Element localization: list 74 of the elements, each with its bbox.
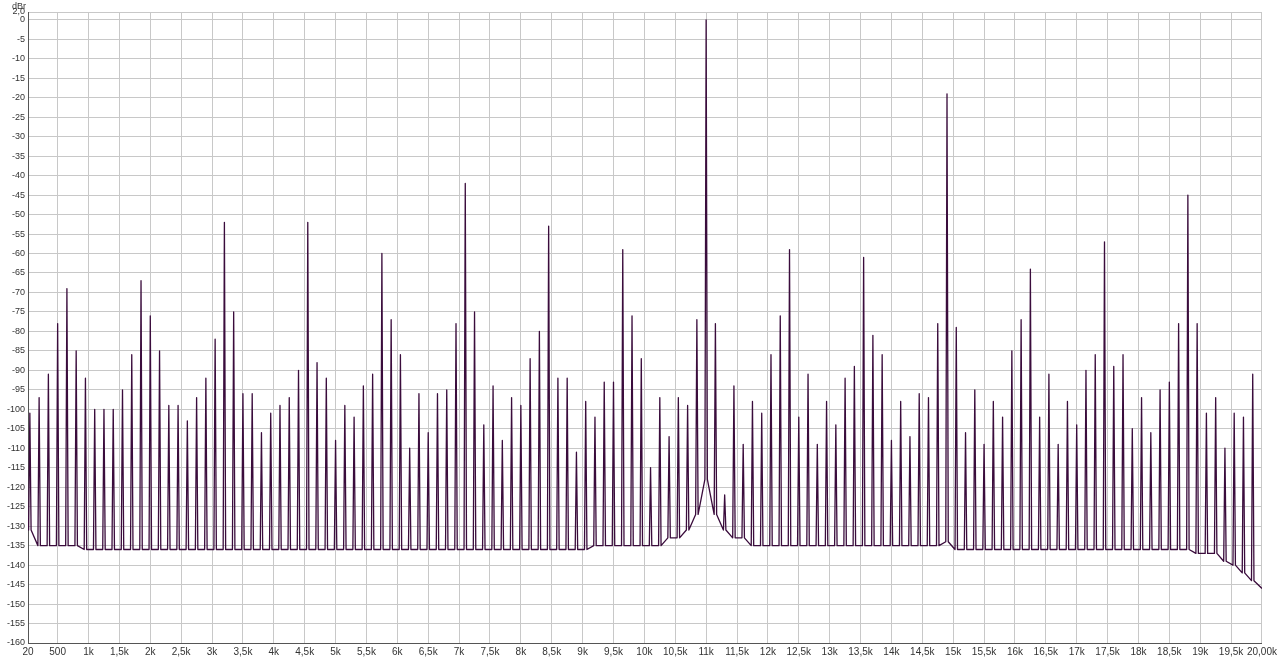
x-tick-label: 19,5k bbox=[1218, 645, 1245, 657]
x-tick-label: 13,5k bbox=[848, 645, 874, 657]
x-tick-label: 4k bbox=[268, 645, 281, 657]
x-tick-label: 4,5k bbox=[295, 645, 316, 657]
x-tick-label: 9,5k bbox=[604, 645, 624, 657]
x-tick-label: 20,00k bbox=[1246, 645, 1278, 657]
x-tick-label: 14,5k bbox=[910, 645, 936, 657]
y-tick-label: -85 bbox=[11, 345, 25, 356]
x-tick-label: 12k bbox=[759, 645, 777, 657]
x-tick-label: 17k bbox=[1068, 645, 1086, 657]
y-tick-label: -145 bbox=[6, 579, 25, 590]
y-tick-label: -75 bbox=[11, 306, 25, 317]
x-tick-label: 16,5k bbox=[1033, 645, 1060, 657]
y-tick-label: -160 bbox=[6, 637, 25, 648]
x-tick-label: 7k bbox=[453, 645, 466, 657]
x-tick-label: 18,5k bbox=[1157, 645, 1183, 657]
y-tick-label: -30 bbox=[11, 131, 25, 142]
x-tick-label: 11,5k bbox=[725, 645, 750, 657]
y-tick-label: -95 bbox=[11, 384, 25, 395]
x-tick-label: 18k bbox=[1130, 645, 1148, 657]
x-tick-label: 13k bbox=[821, 645, 839, 657]
y-tick-label: -120 bbox=[6, 481, 25, 492]
y-tick-label: -60 bbox=[11, 247, 25, 258]
y-tick-label: -110 bbox=[7, 442, 25, 453]
y-tick-label: -40 bbox=[11, 170, 25, 181]
x-tick-label: 5,5k bbox=[357, 645, 377, 657]
y-tick-label: -150 bbox=[6, 598, 25, 609]
y-tick-label: -70 bbox=[11, 286, 25, 297]
x-tick-label: 8,5k bbox=[542, 645, 563, 657]
x-tick-label: 10k bbox=[636, 645, 654, 657]
y-tick-label: -50 bbox=[11, 209, 25, 220]
y-tick-label: -155 bbox=[6, 618, 25, 629]
x-tick-label: 3,5k bbox=[233, 645, 254, 657]
y-tick-label: -90 bbox=[11, 364, 25, 375]
x-tick-label: 16k bbox=[1006, 645, 1024, 657]
x-tick-label: 11k bbox=[698, 645, 715, 657]
x-tick-label: 1,5k bbox=[109, 645, 130, 657]
y-tick-label: -5 bbox=[16, 33, 25, 44]
y-tick-label: -130 bbox=[6, 520, 25, 531]
x-tick-label: 6k bbox=[392, 645, 404, 657]
y-tick-label: -65 bbox=[11, 267, 25, 278]
y-tick-label: -25 bbox=[11, 111, 25, 122]
x-tick-label: 2k bbox=[145, 645, 157, 657]
x-tick-label: 7,5k bbox=[480, 645, 501, 657]
x-tick-label: 5k bbox=[330, 645, 342, 657]
x-tick-label: 17,5k bbox=[1095, 645, 1121, 657]
x-tick-label: 3k bbox=[206, 645, 219, 657]
y-tick-label: -45 bbox=[11, 189, 25, 200]
y-tick-label: 0 bbox=[19, 14, 25, 25]
y-tick-label: -105 bbox=[6, 423, 25, 434]
y-tick-label: -115 bbox=[7, 462, 25, 473]
y-tick-label: -80 bbox=[11, 325, 25, 336]
x-tick-label: 19k bbox=[1192, 645, 1210, 657]
x-tick-label: 2,5k bbox=[171, 645, 192, 657]
y-tick-label: -125 bbox=[6, 501, 25, 512]
x-tick-label: 10,5k bbox=[663, 645, 689, 657]
x-tick-label: 12,5k bbox=[786, 645, 813, 657]
x-tick-label: 15k bbox=[945, 645, 963, 657]
x-tick-label: 14k bbox=[883, 645, 901, 657]
y-tick-label: -140 bbox=[6, 559, 25, 570]
x-tick-label: 500 bbox=[49, 645, 67, 657]
x-tick-label: 9k bbox=[577, 645, 589, 657]
x-tick-label: 6,5k bbox=[418, 645, 439, 657]
y-tick-label: -135 bbox=[6, 540, 25, 551]
y-tick-label: -15 bbox=[11, 72, 25, 83]
y-tick-label: -35 bbox=[11, 150, 25, 161]
y-tick-label: -10 bbox=[11, 53, 25, 64]
x-tick-label: 20 bbox=[22, 645, 34, 657]
x-tick-label: 8k bbox=[515, 645, 528, 657]
x-tick-label: 1k bbox=[83, 645, 95, 657]
y-tick-label: -55 bbox=[11, 228, 25, 239]
y-tick-label: -20 bbox=[11, 92, 25, 103]
y-tick-label: -100 bbox=[6, 403, 25, 414]
x-tick-label: 15,5k bbox=[971, 645, 998, 657]
